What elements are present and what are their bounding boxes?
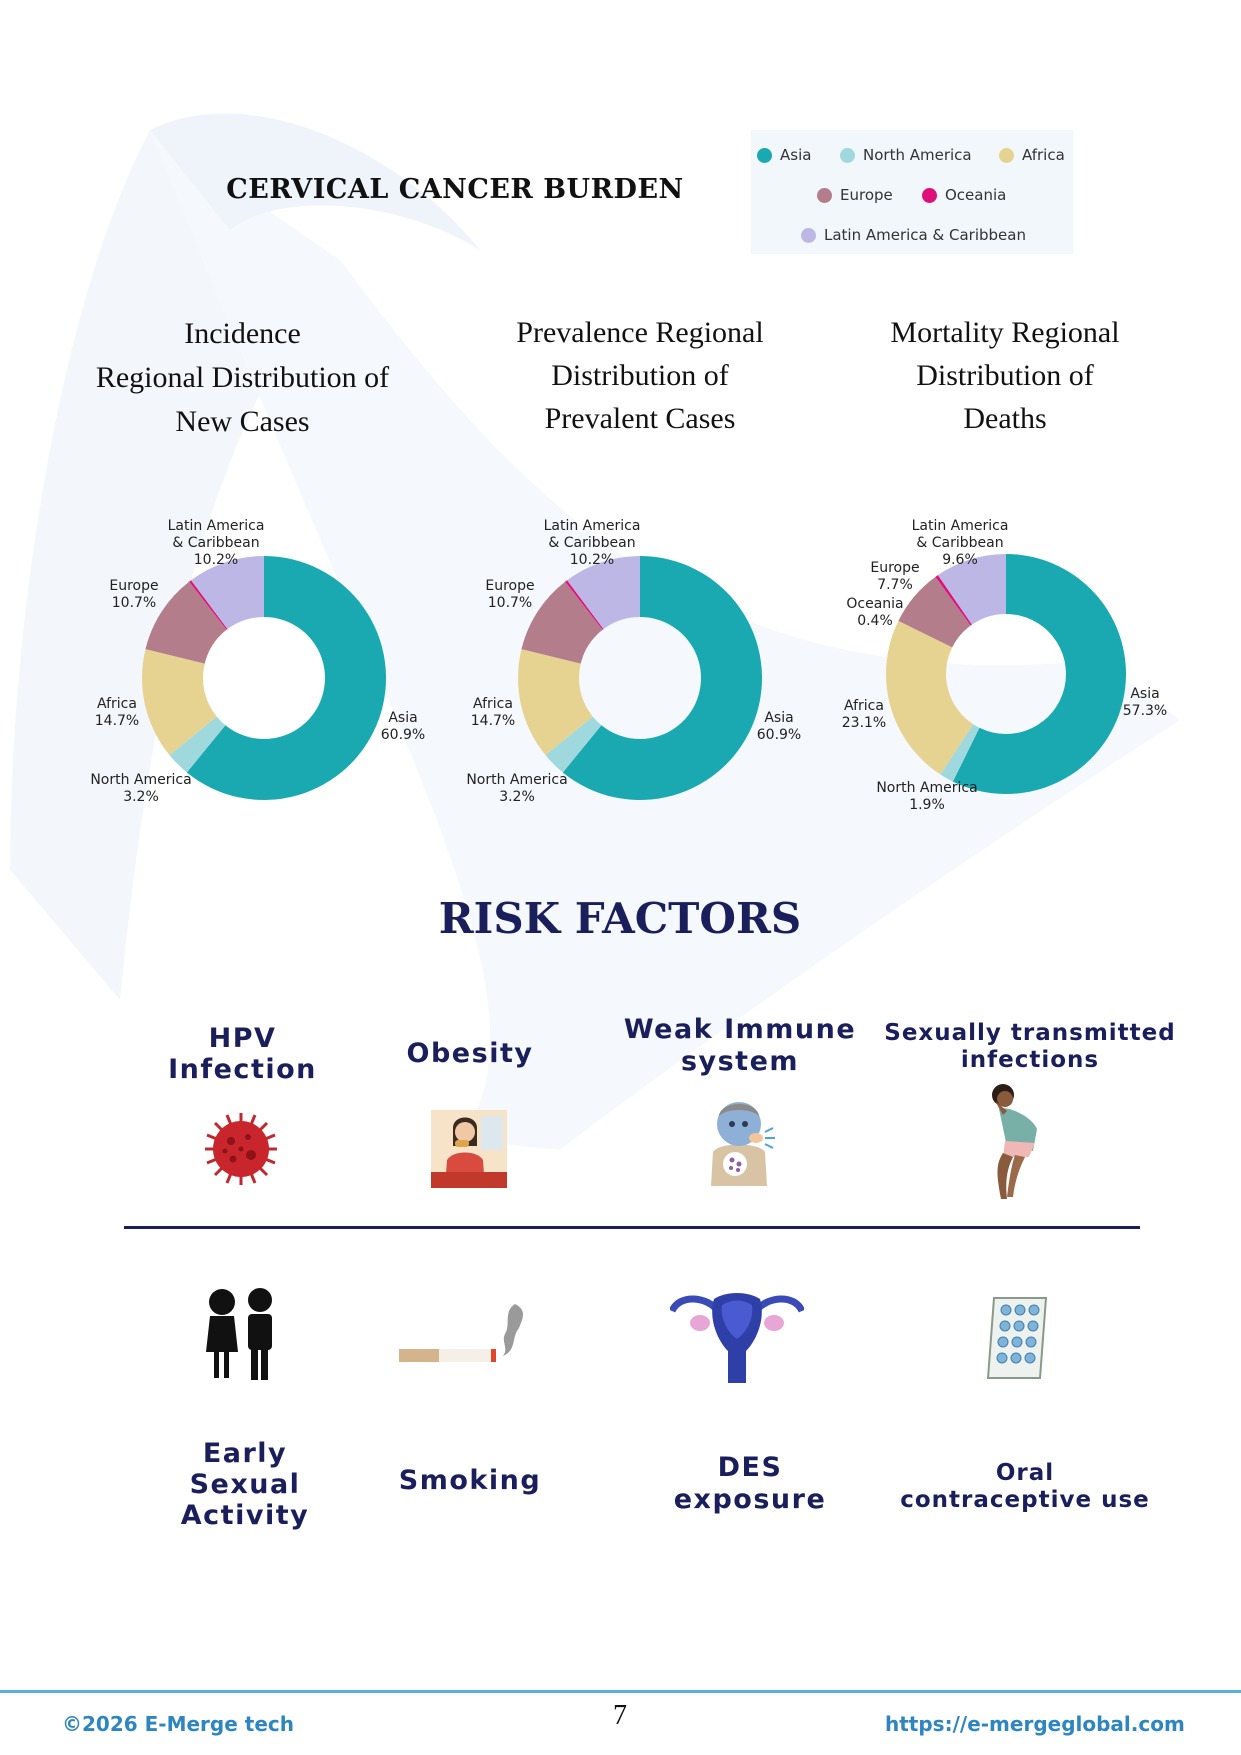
legend-item-latin-america: Latin America & Caribbean <box>801 226 1026 244</box>
children-silhouette-icon <box>206 1288 272 1380</box>
title-line: New Cases <box>175 405 310 438</box>
incidence-donut-chart: Asia 60.9% North America 3.2% Africa 14.7% Eur… <box>90 518 425 805</box>
slice-label: Asia 60.9% <box>757 710 801 743</box>
donut-slice-oceania <box>935 575 972 626</box>
footer-copyright: ©2026 E-Merge tech <box>62 1712 294 1736</box>
title-line: Incidence <box>184 317 301 350</box>
slice-label: Europe 7.7% <box>870 560 919 593</box>
slice-label: Africa 14.7% <box>471 696 515 729</box>
slice-label: Latin America & Caribbean 10.2% <box>544 518 641 568</box>
donut-slice-latin-america-caribbean <box>191 556 264 630</box>
legend-item-europe: Europe <box>817 186 893 204</box>
footer-url[interactable]: https://e-mergeglobal.com <box>885 1712 1185 1736</box>
risk-label-oral-contraceptive: Oral contraceptive use <box>900 1460 1150 1513</box>
prevalence-donut-chart: Asia 60.9% North America 3.2% Africa 14.7% Eur… <box>466 518 801 805</box>
virus-icon <box>205 1113 277 1185</box>
donut-slice-europe <box>898 576 971 648</box>
legend-dot-latin-america <box>801 227 816 243</box>
risk-factors-title: RISK FACTORS <box>438 894 802 943</box>
legend-item-oceania: Oceania <box>922 186 1006 204</box>
legend-label: Oceania <box>945 186 1007 204</box>
donut-slice-north-america <box>169 716 226 773</box>
donut-slice-africa <box>886 620 974 775</box>
risk-label-des: DES exposure <box>673 1452 827 1515</box>
prevalence-chart-title: Prevalence Regional Distribution of Prev… <box>465 311 815 440</box>
section-divider <box>124 1226 1140 1229</box>
legend-dot-africa <box>999 147 1014 163</box>
slice-label: Latin America & Caribbean 10.2% <box>168 518 265 568</box>
legend-dot-oceania <box>922 187 937 203</box>
title-line: Regional Distribution of <box>95 361 390 394</box>
donut-slice-asia <box>562 556 762 800</box>
legend-label: Latin America & Caribbean <box>824 226 1026 244</box>
legend-item-asia: Asia <box>757 146 811 164</box>
mortality-chart-title: Mortality Regional Distribution of Death… <box>845 311 1165 440</box>
pill-pack-icon <box>986 1297 1048 1379</box>
slice-label: Europe 10.7% <box>109 578 158 611</box>
sick-person-icon <box>711 1102 775 1186</box>
title-line: Deaths <box>963 402 1047 435</box>
donut-slice-africa <box>141 649 217 756</box>
uterus-icon <box>670 1293 804 1383</box>
risk-label-weak-immune: Weak Immune system <box>623 1014 857 1077</box>
title-line: Mortality Regional <box>890 316 1120 349</box>
slice-label: North America 3.2% <box>466 772 567 805</box>
title-line: Distribution of <box>551 359 729 392</box>
donut-slice-africa <box>518 649 593 756</box>
legend-dot-europe <box>817 187 832 203</box>
page-title: CERVICAL CANCER BURDEN <box>226 174 684 205</box>
risk-label-smoking: Smoking <box>398 1465 542 1496</box>
legend-item-africa: Africa <box>999 146 1065 164</box>
cigarette-icon <box>399 1304 523 1362</box>
donut-slice-europe <box>145 581 227 664</box>
slice-label: North America 1.9% <box>876 780 977 813</box>
legend-label: Africa <box>1022 146 1065 164</box>
mortality-donut-chart: Asia 57.3% North America 1.9% Africa 23.1% Eur… <box>842 518 1167 813</box>
donut-slice-oceania <box>565 580 604 630</box>
title-line: Distribution of <box>916 359 1094 392</box>
woman-eating-icon <box>431 1110 507 1188</box>
donut-slice-europe <box>521 581 603 664</box>
risk-label-sti: Sexually transmitted infections <box>884 1020 1176 1073</box>
chart-legend: Asia North America Africa Europe Oceania… <box>751 130 1073 254</box>
legend-item-north-america: North America <box>840 146 972 164</box>
donut-slice-latin-america-caribbean <box>937 554 1006 625</box>
incidence-chart-title: Incidence Regional Distribution of New C… <box>60 312 425 444</box>
risk-label-early-sexual: Early Sexual Activity <box>180 1438 310 1531</box>
page-number: 7 <box>613 1700 627 1731</box>
slice-label: Africa 23.1% <box>842 698 886 731</box>
title-line: Prevalent Cases <box>544 402 736 435</box>
donut-slice-north-america <box>545 716 602 773</box>
distressed-woman-icon <box>992 1084 1037 1199</box>
title-line: Prevalence Regional <box>516 316 764 349</box>
donut-slice-asia <box>952 554 1126 794</box>
risk-label-obesity: Obesity <box>406 1038 534 1069</box>
slice-label: North America 3.2% <box>90 772 191 805</box>
donut-slice-north-america <box>940 724 980 782</box>
donut-slice-oceania <box>189 580 228 630</box>
legend-label: North America <box>863 146 972 164</box>
legend-dot-asia <box>757 147 772 163</box>
legend-label: Europe <box>840 186 893 204</box>
slice-label: Latin America & Caribbean 9.6% <box>912 518 1009 568</box>
slice-label: Africa 14.7% <box>95 696 139 729</box>
slice-label: Asia 57.3% <box>1123 686 1167 719</box>
legend-label: Asia <box>780 146 812 164</box>
footer-divider <box>0 1690 1241 1693</box>
slice-label: Europe 10.7% <box>485 578 534 611</box>
slice-label: Asia 60.9% <box>381 710 425 743</box>
slice-label: Oceania 0.4% <box>846 596 903 629</box>
legend-dot-north-america <box>840 147 855 163</box>
donut-slice-latin-america-caribbean <box>567 556 640 630</box>
risk-label-hpv: HPV Infection <box>168 1023 317 1085</box>
donut-slice-asia <box>186 556 386 800</box>
